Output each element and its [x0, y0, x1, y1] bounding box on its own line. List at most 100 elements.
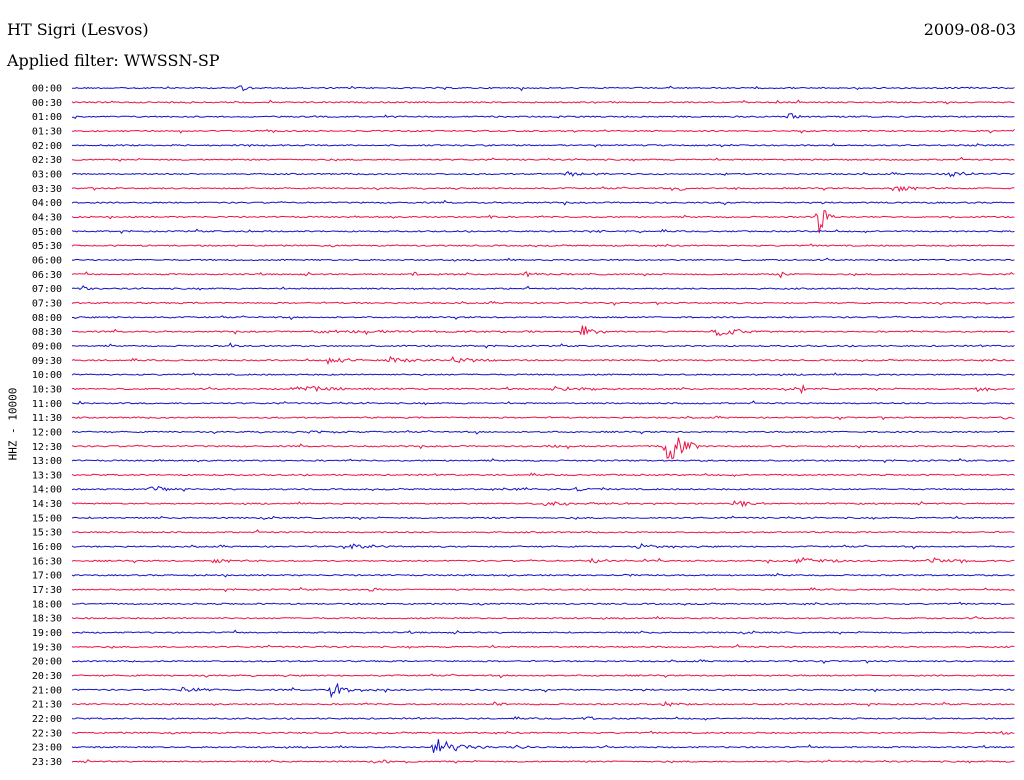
- tick-label-1500: 15:00: [32, 513, 62, 524]
- trace-2000: [71, 659, 1015, 665]
- tick-label-0900: 09:00: [32, 341, 62, 352]
- trace-0130: [71, 128, 1015, 134]
- tick-label-0230: 02:30: [32, 155, 62, 166]
- trace-0500: [71, 228, 1015, 235]
- trace-1900: [71, 629, 1015, 635]
- tick-label-1100: 11:00: [32, 399, 62, 410]
- trace-0730: [71, 300, 1015, 306]
- tick-label-1800: 18:00: [32, 599, 62, 610]
- tick-label-1730: 17:30: [32, 585, 62, 596]
- tick-label-0600: 06:00: [32, 255, 62, 266]
- trace-1700: [71, 572, 1015, 578]
- date-label: 2009-08-03: [923, 20, 1016, 39]
- trace-2230: [71, 730, 1015, 735]
- tick-label-2000: 20:00: [32, 657, 62, 668]
- trace-1600: [71, 543, 1015, 550]
- tick-label-1330: 13:30: [32, 470, 62, 481]
- trace-1530: [71, 529, 1015, 534]
- tick-label-0630: 06:30: [32, 270, 62, 281]
- tick-label-1900: 19:00: [32, 628, 62, 639]
- tick-label-2100: 21:00: [32, 685, 62, 696]
- trace-1730: [71, 586, 1015, 593]
- tick-label-1600: 16:00: [32, 542, 62, 553]
- tick-label-1700: 17:00: [32, 571, 62, 582]
- trace-0230: [71, 156, 1015, 162]
- tick-label-2130: 21:30: [32, 700, 62, 711]
- tick-label-1930: 19:30: [32, 642, 62, 653]
- trace-1930: [71, 643, 1015, 649]
- trace-0000: [72, 85, 1015, 92]
- trace-1430: [71, 499, 1015, 508]
- tick-label-0330: 03:30: [32, 184, 62, 195]
- trace-0900: [71, 342, 1015, 349]
- filter-label: Applied filter: WWSSN-SP: [7, 51, 220, 70]
- trace-1200: [71, 429, 1015, 435]
- trace-1800: [71, 601, 1015, 606]
- tick-label-0200: 02:00: [32, 141, 62, 152]
- tick-label-0500: 05:00: [32, 227, 62, 238]
- tick-label-2200: 22:00: [32, 714, 62, 725]
- trace-1300: [71, 457, 1015, 464]
- trace-2200: [71, 715, 1015, 721]
- trace-2030: [71, 673, 1015, 679]
- tick-label-2230: 22:30: [32, 728, 62, 739]
- trace-0600: [71, 257, 1015, 262]
- trace-group: [71, 85, 1015, 764]
- trace-0530: [71, 243, 1015, 248]
- station-title: HT Sigri (Lesvos): [7, 20, 149, 39]
- tick-label-1530: 15:30: [32, 528, 62, 539]
- tick-label-2030: 20:30: [32, 671, 62, 682]
- trace-1830: [71, 615, 1015, 620]
- tick-label-0000: 00:00: [32, 84, 62, 95]
- trace-1230: [71, 437, 1015, 460]
- trace-0330: [71, 185, 1015, 193]
- tick-label-1200: 12:00: [32, 427, 62, 438]
- trace-0100: [72, 113, 1015, 119]
- tick-label-1000: 10:00: [32, 370, 62, 381]
- tick-label-0300: 03:00: [32, 169, 62, 180]
- trace-2130: [71, 700, 1015, 707]
- trace-2330: [71, 758, 1015, 764]
- trace-0400: [71, 199, 1015, 206]
- tick-label-group: 00:00 00:30 01:00 01:30 02:00 02:30 03:00 03:30…: [32, 84, 62, 769]
- trace-1500: [71, 515, 1015, 521]
- trace-1330: [71, 472, 1015, 477]
- tick-label-2330: 23:30: [32, 757, 62, 768]
- tick-label-1300: 13:00: [32, 456, 62, 467]
- tick-label-1130: 11:30: [32, 413, 62, 424]
- tick-label-2300: 23:00: [32, 743, 62, 754]
- trace-1630: [71, 556, 1015, 565]
- tick-label-1400: 14:00: [32, 485, 62, 496]
- tick-label-0800: 08:00: [32, 313, 62, 324]
- trace-0630: [71, 271, 1015, 279]
- trace-0030: [71, 99, 1015, 105]
- trace-1000: [71, 372, 1015, 377]
- trace-1100: [71, 400, 1015, 406]
- tick-label-0130: 01:30: [32, 126, 62, 137]
- trace-0930: [71, 355, 1015, 366]
- trace-0300: [71, 170, 1015, 178]
- tick-label-0430: 04:30: [32, 212, 62, 223]
- tick-label-0930: 09:30: [32, 356, 62, 367]
- trace-0200: [71, 143, 1015, 148]
- tick-label-1230: 12:30: [32, 442, 62, 453]
- trace-0430: [71, 210, 1015, 234]
- tick-label-1630: 16:30: [32, 556, 62, 567]
- trace-0800: [71, 315, 1015, 321]
- tick-label-1430: 14:30: [32, 499, 62, 510]
- trace-1130: [71, 415, 1015, 421]
- tick-label-0030: 00:30: [32, 98, 62, 109]
- tick-label-0830: 08:30: [32, 327, 62, 338]
- trace-0830: [71, 325, 1015, 337]
- trace-0700: [71, 285, 1015, 291]
- trace-2100: [71, 682, 1015, 699]
- trace-2300: [71, 739, 1015, 753]
- tick-label-0730: 07:30: [32, 298, 62, 309]
- tick-label-0530: 05:30: [32, 241, 62, 252]
- tick-label-1830: 18:30: [32, 614, 62, 625]
- tick-label-0100: 01:00: [32, 112, 62, 123]
- tick-label-0700: 07:00: [32, 284, 62, 295]
- trace-1400: [71, 485, 1015, 492]
- trace-1030: [71, 383, 1015, 395]
